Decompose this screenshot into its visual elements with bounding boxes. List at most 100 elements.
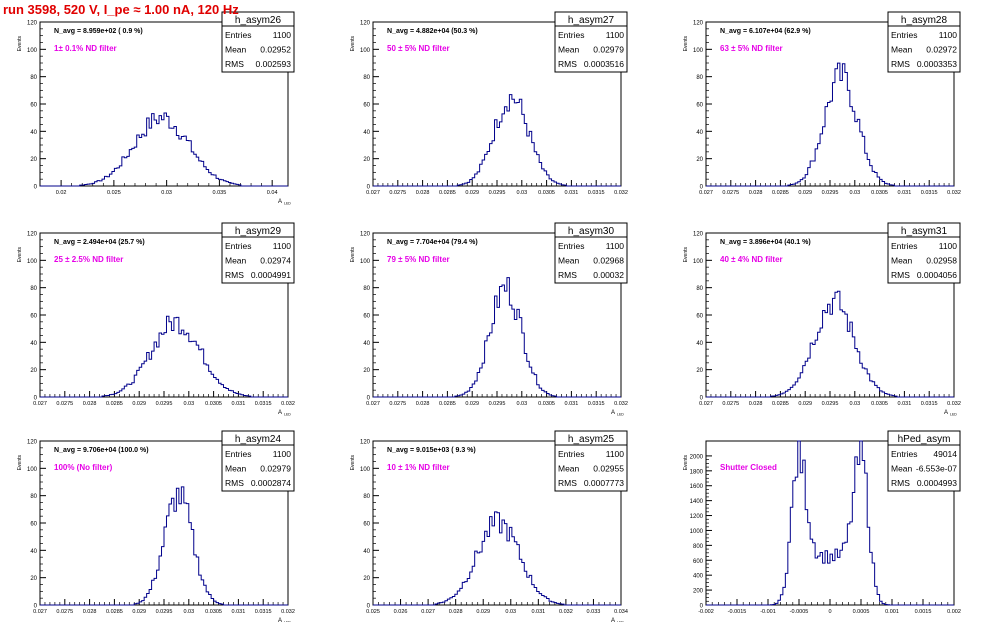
histogram-line xyxy=(373,94,621,187)
stats-label-mean: Mean xyxy=(891,45,913,55)
x-tick-label: 0.029 xyxy=(465,190,479,196)
x-tick-label: 0.029 xyxy=(476,609,490,615)
x-tick-label: 0.032 xyxy=(947,190,961,196)
x-tick-label: 0.029 xyxy=(132,401,146,407)
stats-value-entries: 1100 xyxy=(939,241,958,251)
stats-label-rms: RMS xyxy=(225,270,244,280)
x-tick-label: 0.0285 xyxy=(772,401,789,407)
x-tick-label: 0.028 xyxy=(83,609,97,615)
stats-value-entries: 1100 xyxy=(273,30,292,40)
filter-label: 79 ± 5% ND filter xyxy=(387,255,450,264)
x-tick-label: 0 xyxy=(828,609,831,615)
y-tick-label: 40 xyxy=(30,130,37,136)
y-tick-label: 1400 xyxy=(690,499,704,505)
x-tick-label: 0.0315 xyxy=(255,401,272,407)
filter-label: 63 ± 5% ND filter xyxy=(720,44,783,53)
stats-box xyxy=(887,222,961,284)
stats-label-rms: RMS xyxy=(891,59,910,69)
y-tick-label: 20 xyxy=(363,157,370,163)
y-tick-label: 0 xyxy=(700,396,704,402)
x-tick-label: 0.028 xyxy=(83,401,97,407)
y-tick-label: 0 xyxy=(700,185,704,191)
y-tick-label: 100 xyxy=(360,259,371,265)
y-axis-label: Events xyxy=(683,247,689,263)
y-tick-label: 0 xyxy=(34,396,38,402)
stats-label-mean: Mean xyxy=(558,45,580,55)
y-tick-label: 40 xyxy=(363,341,370,347)
histogram-line xyxy=(373,277,621,398)
y-tick-label: 60 xyxy=(30,103,37,109)
y-tick-label: 120 xyxy=(27,440,38,446)
stats-label-entries: Entries xyxy=(558,449,584,459)
stats-box xyxy=(221,222,295,284)
y-tick-label: 80 xyxy=(363,75,370,81)
stats-value-rms: 0.002593 xyxy=(256,59,292,69)
filter-label: 25 ± 2.5% ND filter xyxy=(54,255,123,264)
x-tick-label: 0.0275 xyxy=(389,190,406,196)
stats-box-title: h_asym28 xyxy=(901,15,948,26)
y-tick-label: 120 xyxy=(360,232,371,238)
n-avg-label: N_avg = 8.959e+02 ( 0.9 %) xyxy=(54,28,143,35)
x-tick-label: 0.025 xyxy=(366,609,380,615)
x-tick-label: 0.0305 xyxy=(538,190,555,196)
stats-value-entries: 1100 xyxy=(939,30,958,40)
x-tick-label: 0.0315 xyxy=(588,401,605,407)
stats-label-rms: RMS xyxy=(558,59,577,69)
x-tick-label: 0.0295 xyxy=(156,401,173,407)
y-tick-label: 80 xyxy=(696,75,703,81)
stats-value-rms: 0.00032 xyxy=(593,270,624,280)
x-tick-label: 0.0305 xyxy=(538,401,555,407)
x-tick-label: 0.032 xyxy=(559,609,573,615)
x-tick-label: 0.0285 xyxy=(439,401,456,407)
x-tick-label: 0.03 xyxy=(505,609,516,615)
y-tick-label: 80 xyxy=(363,494,370,500)
y-tick-label: 80 xyxy=(30,75,37,81)
y-tick-label: 100 xyxy=(27,467,38,473)
y-tick-label: 100 xyxy=(360,467,371,473)
x-tick-label: 0.0315 xyxy=(921,190,938,196)
x-tick-label: 0.026 xyxy=(394,609,408,615)
x-tick-label: 0.032 xyxy=(614,401,628,407)
y-tick-label: 200 xyxy=(693,589,704,595)
stats-label-entries: Entries xyxy=(891,241,917,251)
y-axis-label: Events xyxy=(17,247,23,263)
x-tick-label: 0.03 xyxy=(183,401,194,407)
stats-value-mean: 0.02955 xyxy=(593,464,624,474)
x-tick-label: 0.0295 xyxy=(156,609,173,615)
x-tick-label: 0.0275 xyxy=(722,190,739,196)
y-tick-label: 60 xyxy=(363,522,370,528)
stats-box-title: h_asym31 xyxy=(901,226,948,237)
stats-label-entries: Entries xyxy=(225,241,251,251)
stats-box xyxy=(554,430,628,492)
x-tick-label: 0.027 xyxy=(699,401,713,407)
y-tick-label: 0 xyxy=(367,185,371,191)
y-tick-label: 60 xyxy=(30,314,37,320)
x-tick-label: 0.029 xyxy=(798,401,812,407)
filter-label: 100% (No filter) xyxy=(54,463,113,472)
y-tick-label: 1600 xyxy=(690,484,704,490)
y-tick-label: 100 xyxy=(360,48,371,54)
x-tick-label: 0.0315 xyxy=(255,609,272,615)
x-tick-label: 0.0285 xyxy=(439,190,456,196)
x-tick-label: 0.03 xyxy=(161,190,172,196)
x-tick-label: 0.025 xyxy=(107,190,121,196)
stats-label-mean: Mean xyxy=(891,464,913,474)
stats-box xyxy=(554,222,628,284)
x-tick-label: 0.035 xyxy=(213,190,227,196)
x-tick-label: 0.031 xyxy=(531,609,545,615)
x-tick-label: 0.04 xyxy=(267,190,278,196)
x-tick-label: 0.0305 xyxy=(871,401,888,407)
stats-box xyxy=(887,11,961,73)
x-tick-label: 0.031 xyxy=(232,609,246,615)
y-tick-label: 20 xyxy=(30,576,37,582)
y-tick-label: 80 xyxy=(696,286,703,292)
x-tick-label: 0.0275 xyxy=(56,401,73,407)
histogram-line xyxy=(40,315,288,398)
histogram-line xyxy=(706,290,954,398)
stats-value-rms: 0.0003516 xyxy=(584,59,624,69)
stats-box-title: h_asym27 xyxy=(568,15,615,26)
y-tick-label: 120 xyxy=(693,232,704,238)
y-axis-label: Events xyxy=(683,36,689,52)
stats-label-mean: Mean xyxy=(225,45,247,55)
x-tick-label: 0.027 xyxy=(33,401,47,407)
